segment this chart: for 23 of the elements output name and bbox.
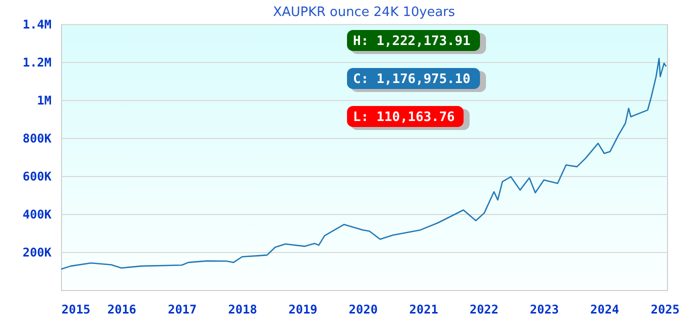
y-tick-label: 1.4M (22, 18, 52, 32)
x-tick-label: 2019 (288, 302, 318, 316)
line-series (60, 58, 667, 270)
annotation: C: 1,176,975.10 (353, 72, 471, 87)
x-tick-label: 2024 (590, 302, 620, 316)
annotation: H: 1,222,173.91 (353, 34, 471, 49)
x-tick-label: 2021 (409, 302, 438, 316)
x-tick-label: 2016 (107, 302, 136, 316)
chart-title: XAUPKR ounce 24K 10years (272, 5, 456, 20)
y-tick-label: 1M (37, 94, 52, 108)
x-tick-label: 2015 (62, 302, 90, 316)
y-tick-label: 1.2M (22, 56, 52, 70)
y-tick-label: 800K (22, 132, 52, 146)
annotation: L: 110,163.76 (353, 110, 455, 125)
x-tick-label: 2025 (650, 302, 680, 316)
y-tick-label: 600K (22, 170, 52, 184)
y-tick-label: 200K (22, 246, 52, 260)
x-tick-label: 2023 (530, 302, 559, 316)
x-tick-label: 2022 (470, 302, 499, 316)
x-tick-label: 2018 (228, 302, 258, 316)
x-tick-label: 2017 (168, 302, 197, 316)
y-tick-label: 400K (22, 208, 52, 222)
x-tick-label: 2020 (348, 302, 378, 316)
